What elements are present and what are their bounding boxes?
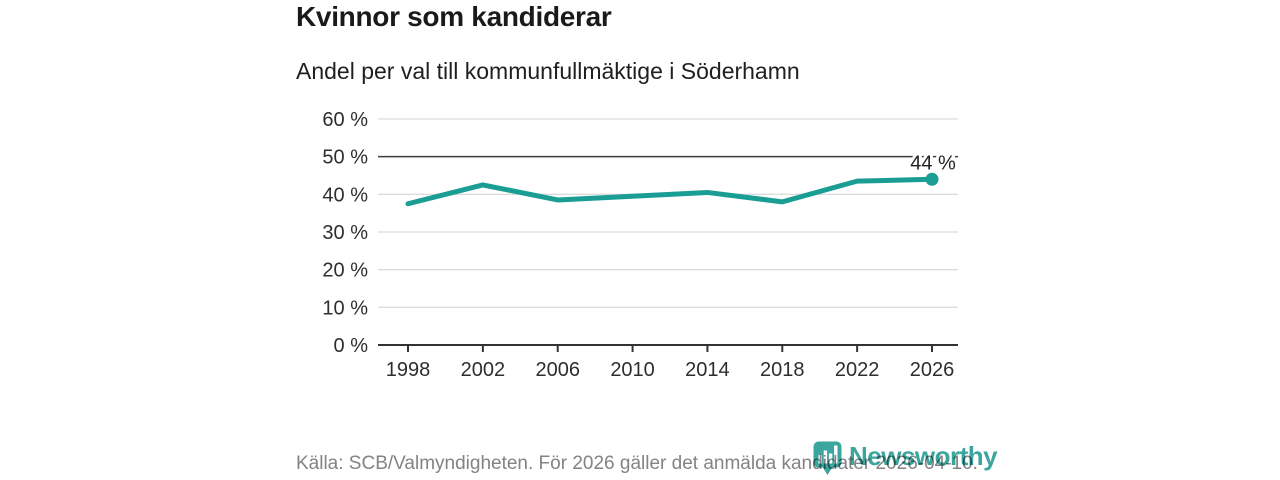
y-tick-label: 30 % (322, 222, 368, 244)
x-tick-label: 2014 (685, 359, 730, 381)
y-tick-label: 10 % (322, 297, 368, 319)
last-point-label: 44 % (910, 152, 956, 174)
data-line (405, 176, 935, 207)
y-tick-label: 0 % (334, 335, 369, 357)
x-tick-label: 2022 (835, 359, 880, 381)
y-tick-label: 40 % (322, 184, 368, 206)
x-tick-label: 2006 (535, 359, 580, 381)
x-tick-label: 2026 (910, 359, 955, 381)
x-tick-label: 1998 (386, 359, 431, 381)
y-tick-label: 50 % (322, 147, 368, 169)
brand-name: Newsworthy (849, 441, 998, 471)
chart-title: Kvinnor som kandiderar (296, 1, 612, 32)
line-chart: 0 % 10 % 20 % 30 % 40 % 50 % 60 % 1998 2002 2006 2… (322, 109, 959, 381)
y-tick-label: 60 % (322, 109, 368, 131)
last-point-dot (925, 172, 939, 186)
y-tick-label: 20 % (322, 260, 368, 282)
source-note: Källa: SCB/Valmyndigheten. För 2026 gäll… (296, 453, 978, 474)
x-tick-label: 2010 (610, 359, 655, 381)
x-tick-label: 2018 (760, 359, 805, 381)
x-tick-label: 2002 (461, 359, 506, 381)
chart-subtitle: Andel per val till kommunfullmäktige i S… (296, 58, 800, 84)
brand-logo: Newsworthy (813, 441, 998, 476)
newsworthy-icon (813, 441, 842, 475)
